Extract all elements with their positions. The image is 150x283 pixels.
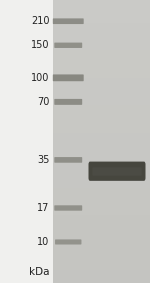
- Text: 210: 210: [31, 16, 50, 26]
- FancyBboxPatch shape: [54, 205, 82, 211]
- Text: 100: 100: [31, 73, 50, 83]
- FancyBboxPatch shape: [54, 157, 82, 163]
- Text: 150: 150: [31, 40, 50, 50]
- Bar: [0, 0, 57, 283]
- FancyBboxPatch shape: [92, 167, 142, 176]
- Bar: [52, 0, 150, 283]
- Text: 17: 17: [37, 203, 50, 213]
- FancyBboxPatch shape: [88, 162, 146, 181]
- Text: 35: 35: [37, 155, 50, 165]
- FancyBboxPatch shape: [53, 18, 84, 24]
- FancyBboxPatch shape: [55, 239, 81, 245]
- FancyBboxPatch shape: [54, 42, 82, 48]
- FancyBboxPatch shape: [53, 74, 84, 81]
- Text: kDa: kDa: [29, 267, 50, 277]
- Text: 10: 10: [37, 237, 50, 247]
- Text: 70: 70: [37, 97, 50, 107]
- FancyBboxPatch shape: [54, 99, 82, 105]
